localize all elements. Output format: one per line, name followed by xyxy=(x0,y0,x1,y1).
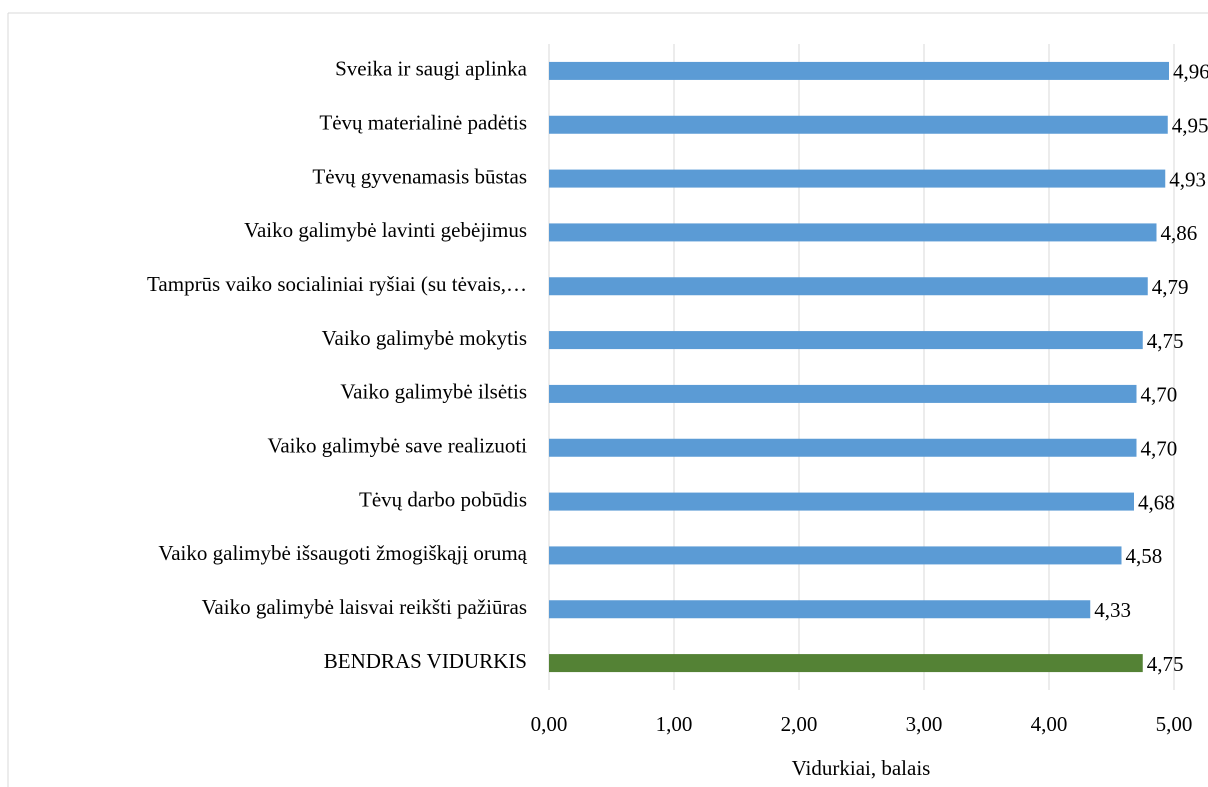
y-tick-label: Vaiko galimybė laisvai reikšti pažiūras xyxy=(202,595,527,619)
value-label: 4,79 xyxy=(1152,275,1189,299)
bar xyxy=(549,169,1166,188)
value-label: 4,68 xyxy=(1138,490,1175,514)
y-tick-label: Sveika ir saugi aplinka xyxy=(335,57,528,81)
bar xyxy=(549,61,1169,80)
x-tick-label: 5,00 xyxy=(1156,712,1193,736)
x-tick-label: 3,00 xyxy=(906,712,943,736)
y-tick-label: Vaiko galimybė išsaugoti žmogiškąjį orum… xyxy=(158,541,527,565)
bar xyxy=(549,331,1143,350)
value-label: 4,33 xyxy=(1094,598,1131,622)
x-tick-label: 4,00 xyxy=(1031,712,1068,736)
bar xyxy=(549,600,1091,619)
y-tick-label: Tėvų materialinė padėtis xyxy=(319,111,527,135)
x-tick-label: 0,00 xyxy=(531,712,568,736)
bar xyxy=(549,438,1137,457)
x-tick-label: 2,00 xyxy=(781,712,818,736)
value-label: 4,58 xyxy=(1126,544,1163,568)
y-tick-label: Vaiko galimybė ilsėtis xyxy=(340,380,527,404)
value-label: 4,95 xyxy=(1172,114,1208,138)
y-tick-label: Tėvų darbo pobūdis xyxy=(359,487,527,511)
bar xyxy=(549,277,1148,296)
y-tick-label: Vaiko galimybė save realizuoti xyxy=(268,434,528,458)
value-label: 4,75 xyxy=(1147,652,1184,676)
value-label: 4,86 xyxy=(1161,221,1198,245)
bar xyxy=(549,115,1168,134)
y-tick-label: Vaiko galimybė lavinti gebėjimus xyxy=(244,218,527,242)
value-label: 4,70 xyxy=(1141,383,1178,407)
bar xyxy=(549,384,1137,403)
y-tick-label: BENDRAS VIDURKIS xyxy=(324,649,527,673)
y-tick-label: Tėvų gyvenamasis būstas xyxy=(312,164,527,188)
value-label: 4,96 xyxy=(1173,60,1208,84)
value-label: 4,93 xyxy=(1169,167,1206,191)
y-tick-label: Vaiko galimybė mokytis xyxy=(322,326,527,350)
value-label: 4,70 xyxy=(1141,437,1178,461)
y-tick-label: Tamprūs vaiko socialiniai ryšiai (su tėv… xyxy=(147,272,527,296)
x-axis-label: Vidurkiai, balais xyxy=(792,756,931,780)
bar xyxy=(549,223,1157,242)
bar xyxy=(549,654,1143,673)
value-label: 4,75 xyxy=(1147,329,1184,353)
bar xyxy=(549,492,1134,511)
x-tick-label: 1,00 xyxy=(656,712,693,736)
bar xyxy=(549,546,1122,565)
